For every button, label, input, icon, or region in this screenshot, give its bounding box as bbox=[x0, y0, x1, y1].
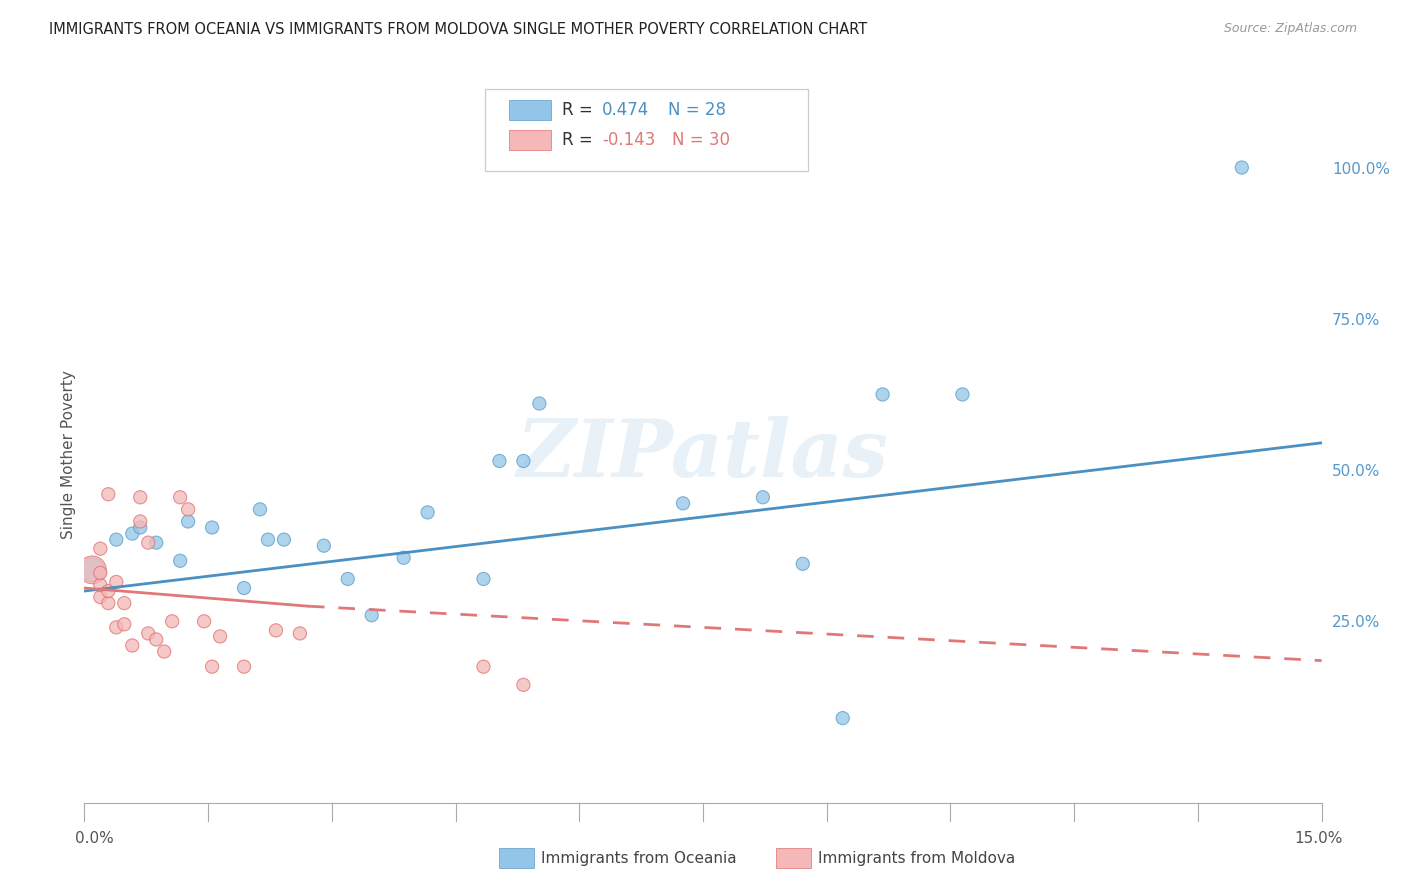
Point bbox=[257, 533, 280, 547]
Point bbox=[121, 526, 143, 541]
Point bbox=[273, 533, 295, 547]
Point bbox=[160, 615, 183, 629]
Text: R =: R = bbox=[562, 131, 599, 149]
Text: ZIPatlas: ZIPatlas bbox=[517, 417, 889, 493]
Point bbox=[129, 520, 152, 534]
Text: N = 30: N = 30 bbox=[672, 131, 730, 149]
Y-axis label: Single Mother Poverty: Single Mother Poverty bbox=[60, 370, 76, 540]
Point bbox=[792, 557, 814, 571]
Point bbox=[169, 490, 191, 504]
Point bbox=[952, 387, 974, 401]
Point bbox=[105, 620, 128, 634]
Point bbox=[97, 584, 120, 599]
Point bbox=[872, 387, 894, 401]
Point bbox=[233, 659, 256, 673]
Point bbox=[233, 581, 256, 595]
Point bbox=[529, 396, 551, 410]
Point bbox=[136, 535, 159, 549]
Point bbox=[121, 639, 143, 653]
Point bbox=[145, 535, 167, 549]
Point bbox=[472, 659, 495, 673]
Point bbox=[336, 572, 359, 586]
Text: Immigrants from Oceania: Immigrants from Oceania bbox=[541, 851, 737, 865]
Point bbox=[1230, 161, 1253, 175]
Point bbox=[201, 659, 224, 673]
Text: R =: R = bbox=[562, 101, 599, 119]
Point bbox=[288, 626, 311, 640]
Text: Source: ZipAtlas.com: Source: ZipAtlas.com bbox=[1223, 22, 1357, 36]
Point bbox=[264, 624, 287, 638]
Text: 0.474: 0.474 bbox=[602, 101, 650, 119]
Point bbox=[512, 678, 534, 692]
Point bbox=[177, 502, 200, 516]
Point bbox=[392, 550, 415, 565]
Point bbox=[201, 520, 224, 534]
Text: N = 28: N = 28 bbox=[668, 101, 725, 119]
Point bbox=[831, 711, 853, 725]
Point bbox=[82, 563, 104, 577]
Point bbox=[82, 563, 104, 577]
Point bbox=[488, 454, 510, 468]
Text: 0.0%: 0.0% bbox=[75, 831, 114, 846]
Point bbox=[97, 487, 120, 501]
Point bbox=[97, 596, 120, 610]
Point bbox=[145, 632, 167, 647]
Point bbox=[129, 515, 152, 529]
Point bbox=[512, 454, 534, 468]
Point bbox=[89, 541, 111, 556]
Point bbox=[129, 490, 152, 504]
Point bbox=[89, 590, 111, 604]
Point bbox=[193, 615, 215, 629]
Point bbox=[416, 505, 439, 519]
Text: 15.0%: 15.0% bbox=[1295, 831, 1343, 846]
Point bbox=[105, 533, 128, 547]
Text: Immigrants from Moldova: Immigrants from Moldova bbox=[818, 851, 1015, 865]
Point bbox=[249, 502, 271, 516]
Point bbox=[312, 539, 335, 553]
Point bbox=[672, 496, 695, 510]
Point bbox=[105, 574, 128, 589]
Text: -0.143: -0.143 bbox=[602, 131, 655, 149]
Point bbox=[209, 629, 232, 643]
Point bbox=[89, 578, 111, 592]
Point bbox=[177, 515, 200, 529]
Point bbox=[169, 554, 191, 568]
Point bbox=[136, 626, 159, 640]
Point bbox=[112, 596, 135, 610]
Point bbox=[752, 490, 775, 504]
Text: IMMIGRANTS FROM OCEANIA VS IMMIGRANTS FROM MOLDOVA SINGLE MOTHER POVERTY CORRELA: IMMIGRANTS FROM OCEANIA VS IMMIGRANTS FR… bbox=[49, 22, 868, 37]
Point bbox=[112, 617, 135, 632]
Point bbox=[360, 608, 382, 623]
Point bbox=[472, 572, 495, 586]
Point bbox=[153, 644, 176, 658]
Point bbox=[89, 566, 111, 580]
